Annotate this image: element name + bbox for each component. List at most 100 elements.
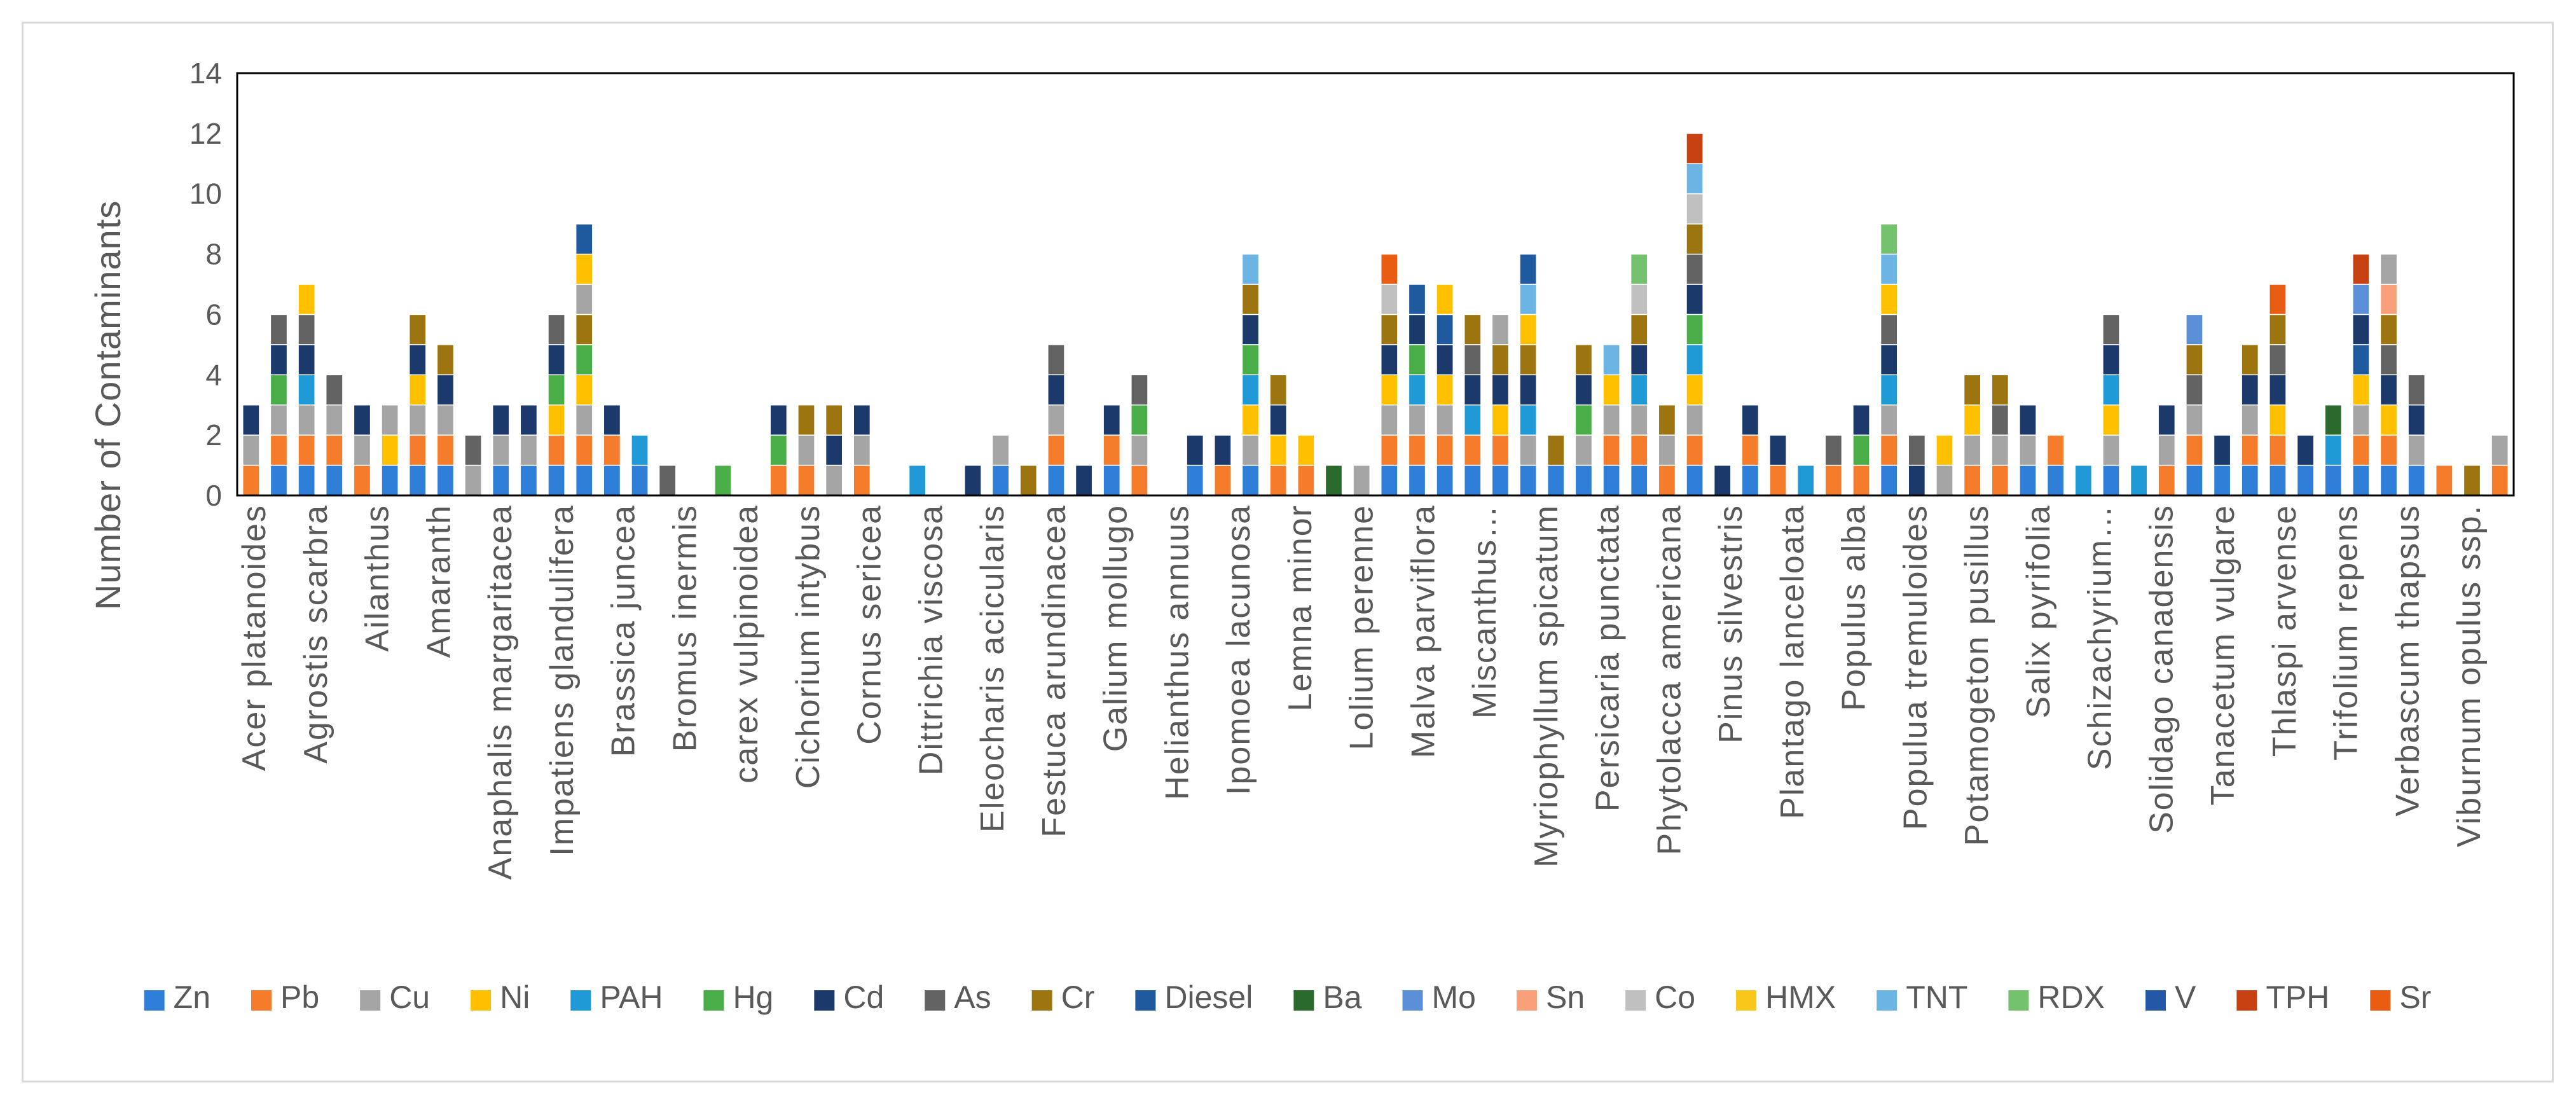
- bar-segment-cu: [1630, 404, 1648, 436]
- bar-segment-ni: [1519, 314, 1537, 345]
- bar-segment-pb: [1047, 434, 1065, 466]
- bar-segment-zn: [603, 464, 621, 496]
- bar-segment-pb: [1131, 464, 1148, 496]
- bar-segment-cu: [1380, 404, 1398, 436]
- bar-segment-zn: [2324, 464, 2343, 496]
- bar-segment-pb: [1630, 434, 1648, 466]
- bar-segment-pb: [1380, 434, 1398, 466]
- bar-segment-zn: [1491, 464, 1510, 496]
- bar-segment-ni: [1297, 434, 1315, 466]
- bar-segment-rdx: [1880, 223, 1898, 255]
- bar-segment-cu: [1131, 434, 1148, 466]
- bar-segment-hg: [575, 344, 593, 376]
- bar-segment-cu: [381, 404, 399, 436]
- bar-segment-ni: [298, 284, 315, 315]
- bar-segment-cd: [2352, 314, 2370, 345]
- bar-segment-cd: [2102, 344, 2120, 376]
- legend-swatch-pb: [251, 990, 272, 1011]
- legend-swatch-v: [2145, 990, 2166, 1011]
- legend-label-zn: Zn: [174, 979, 210, 1015]
- bar-segment-diesel: [1408, 284, 1426, 315]
- bar-segment-pb: [1436, 434, 1454, 466]
- bar-segment-cu: [1491, 314, 1510, 345]
- bar-segment-ba: [2324, 404, 2343, 436]
- bar-segment-cu: [1436, 404, 1454, 436]
- bar-segment-cd: [1186, 434, 1204, 466]
- x-category-label: Acer platanoides: [236, 504, 273, 771]
- legend-label-hg: Hg: [733, 979, 773, 1015]
- legend-swatch-zn: [144, 990, 165, 1011]
- bar-segment-cd: [436, 374, 455, 406]
- bar-segment-cd: [1880, 344, 1898, 376]
- legend-swatch-rdx: [2008, 990, 2029, 1011]
- bar-segment-pb: [1769, 464, 1787, 496]
- bar-segment-ni: [1436, 374, 1454, 406]
- y-tick-label: 12: [189, 117, 222, 150]
- bar-segment-zn: [1186, 464, 1204, 496]
- bar-segment-cu: [2352, 404, 2370, 436]
- bar-segment-as: [1991, 404, 2009, 436]
- bar-segment-cu: [520, 434, 538, 466]
- bar-segment-cd: [548, 344, 565, 376]
- x-category-label: Pinus silvestris: [1712, 504, 1749, 743]
- bar-segment-tph: [2352, 253, 2370, 285]
- bar-segment-zn: [1380, 464, 1398, 496]
- bar-segment-zn: [1686, 464, 1704, 496]
- bar-segment-cu: [2102, 434, 2120, 466]
- bar-segment-ni: [1436, 284, 1454, 315]
- bar-segment-cd: [2296, 434, 2315, 466]
- bar-segment-cr: [2380, 314, 2398, 345]
- bar-segment-cu: [2186, 404, 2203, 436]
- bar-segment-cu: [991, 434, 1010, 466]
- bar-segment-pb: [2158, 464, 2176, 496]
- bar-segment-ni: [2352, 374, 2370, 406]
- y-tick-label: 6: [205, 298, 222, 331]
- bar-segment-cd: [1436, 344, 1454, 376]
- legend-label-pb: Pb: [280, 979, 319, 1015]
- legend-swatch-sn: [1517, 990, 1537, 1011]
- legend-label-sr: Sr: [2399, 979, 2431, 1015]
- bar-segment-ni: [1936, 434, 1953, 466]
- bar-segment-cd: [1741, 404, 1760, 436]
- bar-segment-cd: [492, 404, 510, 436]
- bar-segment-zn: [2380, 464, 2398, 496]
- bar-segment-cr: [1019, 464, 1038, 496]
- bar-segment-cd: [1214, 434, 1232, 466]
- bar-segment-zn: [991, 464, 1010, 496]
- bar-segment-cd: [1630, 344, 1648, 376]
- bar-segment-ni: [408, 374, 427, 406]
- bar-segment-mo: [2186, 314, 2203, 345]
- legend-label-co: Co: [1655, 979, 1695, 1015]
- legend-label-tnt: TNT: [1906, 979, 1967, 1015]
- bar-segment-cu: [825, 464, 843, 496]
- legend-swatch-diesel: [1135, 990, 1156, 1011]
- bar-segment-hg: [1852, 434, 1870, 466]
- bar-segment-hg: [714, 464, 732, 496]
- legend-label-sn: Sn: [1546, 979, 1585, 1015]
- bar-segment-zn: [1741, 464, 1760, 496]
- legend-swatch-mo: [1402, 990, 1423, 1011]
- bar-segment-cd: [769, 404, 788, 436]
- bar-segment-cd: [1574, 374, 1593, 406]
- bar-segment-diesel: [575, 223, 593, 255]
- bar-segment-pb: [325, 434, 343, 466]
- bar-segment-as: [1880, 314, 1898, 345]
- bar-segment-rdx: [1630, 253, 1648, 285]
- bar-segment-zn: [325, 464, 343, 496]
- x-category-label: Cornus sericea: [851, 504, 888, 745]
- bar-segment-cd: [964, 464, 982, 496]
- bar-segment-cu: [298, 404, 315, 436]
- bar-segment-zn: [1630, 464, 1648, 496]
- bar-segment-pb: [1491, 434, 1510, 466]
- bar-segment-cr: [1574, 344, 1593, 376]
- bar-segment-cr: [408, 314, 427, 345]
- bar-segment-pb: [2046, 434, 2065, 466]
- bar-segment-cd: [408, 344, 427, 376]
- bar-segment-pah: [2102, 374, 2120, 406]
- bar-segment-tnt: [1880, 253, 1898, 285]
- bar-segment-pb: [575, 434, 593, 466]
- bar-segment-as: [464, 434, 482, 466]
- bar-segment-pb: [408, 434, 427, 466]
- bar-segment-pah: [908, 464, 926, 496]
- bar-segment-pb: [1852, 464, 1870, 496]
